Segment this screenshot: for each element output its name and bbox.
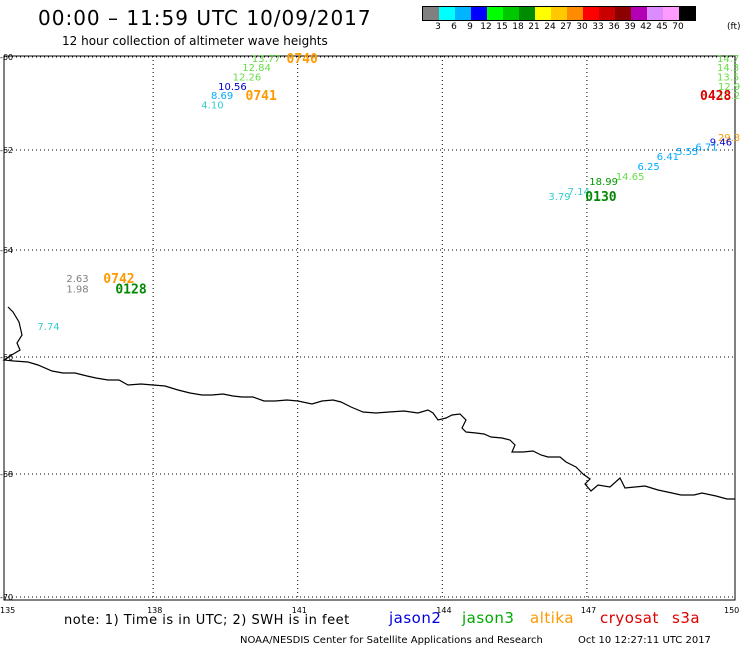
latitude-labels: -60 -62 -64 -66 -68 -70 [0,53,13,602]
longitude-label: 135 [0,606,15,615]
swh-value: 6.25 [638,162,660,173]
swh-value: 12.84 [242,63,271,74]
swh-value: 29.3 [718,133,740,144]
legend-tick: 42 [640,22,652,32]
legend-tick: 6 [451,22,457,32]
legend-tick: 45 [656,22,668,32]
wave-height-color-legend [422,6,696,21]
legend-tick: 3 [435,22,441,32]
legend-tick: 70 [672,22,684,32]
swh-value: 5.55 [676,147,698,158]
swh-value: 7.74 [37,322,59,333]
legend-swatch [439,7,455,20]
legend-tick: 30 [576,22,588,32]
wave-height-observations: 13.7712.8412.2610.568.694.1014.7214.3013… [37,54,740,333]
satellite-name-altika: altika [530,609,575,627]
legend-swatch [471,7,487,20]
legend-swatch [647,7,663,20]
legend-tick: 21 [528,22,540,32]
map-grid [4,56,735,600]
swh-value: 8.69 [211,91,233,102]
satellite-name-s3a: s3a [672,609,701,627]
antarctic-coastline [2,306,735,500]
swh-value: 18.99 [589,177,618,188]
swh-value: 9.46 [710,138,732,149]
map-title: 00:00 – 11:59 UTC 10/09/2017 [38,6,372,30]
swh-value: 12.26 [233,73,262,84]
latitude-label: -66 [0,353,13,362]
longitude-label: 150 [724,606,739,615]
legend-swatch [679,7,695,20]
longitude-labels: 135 138 141 144 147 150 [0,606,739,615]
legend-swatch [535,7,551,20]
legend-swatch [503,7,519,20]
swh-value: 10.56 [218,82,247,93]
latitude-label: -68 [0,470,13,479]
legend-tick: 15 [496,22,508,32]
legend-tick: 9 [467,22,473,32]
legend-swatch [663,7,679,20]
legend-tick: 33 [592,22,604,32]
longitude-label: 138 [147,606,162,615]
legend-swatch [519,7,535,20]
legend-swatch [599,7,615,20]
legend-tick: 39 [624,22,636,32]
legend-tick: 18 [512,22,524,32]
legend-swatch [583,7,599,20]
legend-tick: 24 [544,22,556,32]
legend-swatch [631,7,647,20]
satellite-name-cryosat: cryosat [600,609,659,627]
footer-note: note: 1) Time is in UTC; 2) SWH is in fe… [64,613,350,628]
longitude-label: 141 [292,606,307,615]
pass-time-label: 0428 [700,89,731,104]
swh-value: 13.57 [717,73,740,84]
swh-value: 14.72 [717,54,740,65]
legend-tick: 27 [560,22,572,32]
legend-swatch [487,7,503,20]
swh-value: 4.10 [201,100,223,111]
swh-value: 13.27 [718,91,740,102]
footer-credit: NOAA/NESDIS Center for Satellite Applica… [240,635,543,646]
swh-value: 6.71 [695,142,717,153]
swh-value: 14.65 [616,172,645,183]
legend-swatch [551,7,567,20]
latitude-label: -60 [0,53,13,62]
legend-tick: 36 [608,22,620,32]
swh-value: 3.79 [548,192,570,203]
legend-unit: (ft) [727,22,740,32]
swh-value: 7.14 [568,187,590,198]
satellite-name-jason3: jason3 [462,609,515,627]
footer-generated-time: Oct 10 12:27:11 UTC 2017 [578,635,711,646]
longitude-label: 144 [436,606,451,615]
legend-swatch [423,7,439,20]
legend-swatch [615,7,631,20]
swh-value: 12.98 [718,82,740,93]
swh-value: 14.30 [717,63,740,74]
swh-value: 2.63 [66,274,88,285]
pass-time-label: 0130 [585,190,616,205]
swh-value: 1.98 [66,285,88,296]
swh-value: 13.77 [252,54,281,65]
legend-swatch [455,7,471,20]
pass-time-label: 0740 [286,52,317,67]
longitude-label: 147 [581,606,596,615]
legend-tick: 12 [480,22,492,32]
satellite-name-jason2: jason2 [389,609,442,627]
map-frame [3,55,736,601]
map-subtitle: 12 hour collection of altimeter wave hei… [62,34,328,48]
latitude-label: -70 [0,593,13,602]
latitude-label: -64 [0,246,13,255]
legend-swatch [567,7,583,20]
latitude-label: -62 [0,146,13,155]
pass-time-label: 0742 [103,272,134,287]
pass-time-label: 0741 [246,89,277,104]
pass-time-label: 0128 [115,283,146,298]
swh-value: 6.41 [657,152,679,163]
